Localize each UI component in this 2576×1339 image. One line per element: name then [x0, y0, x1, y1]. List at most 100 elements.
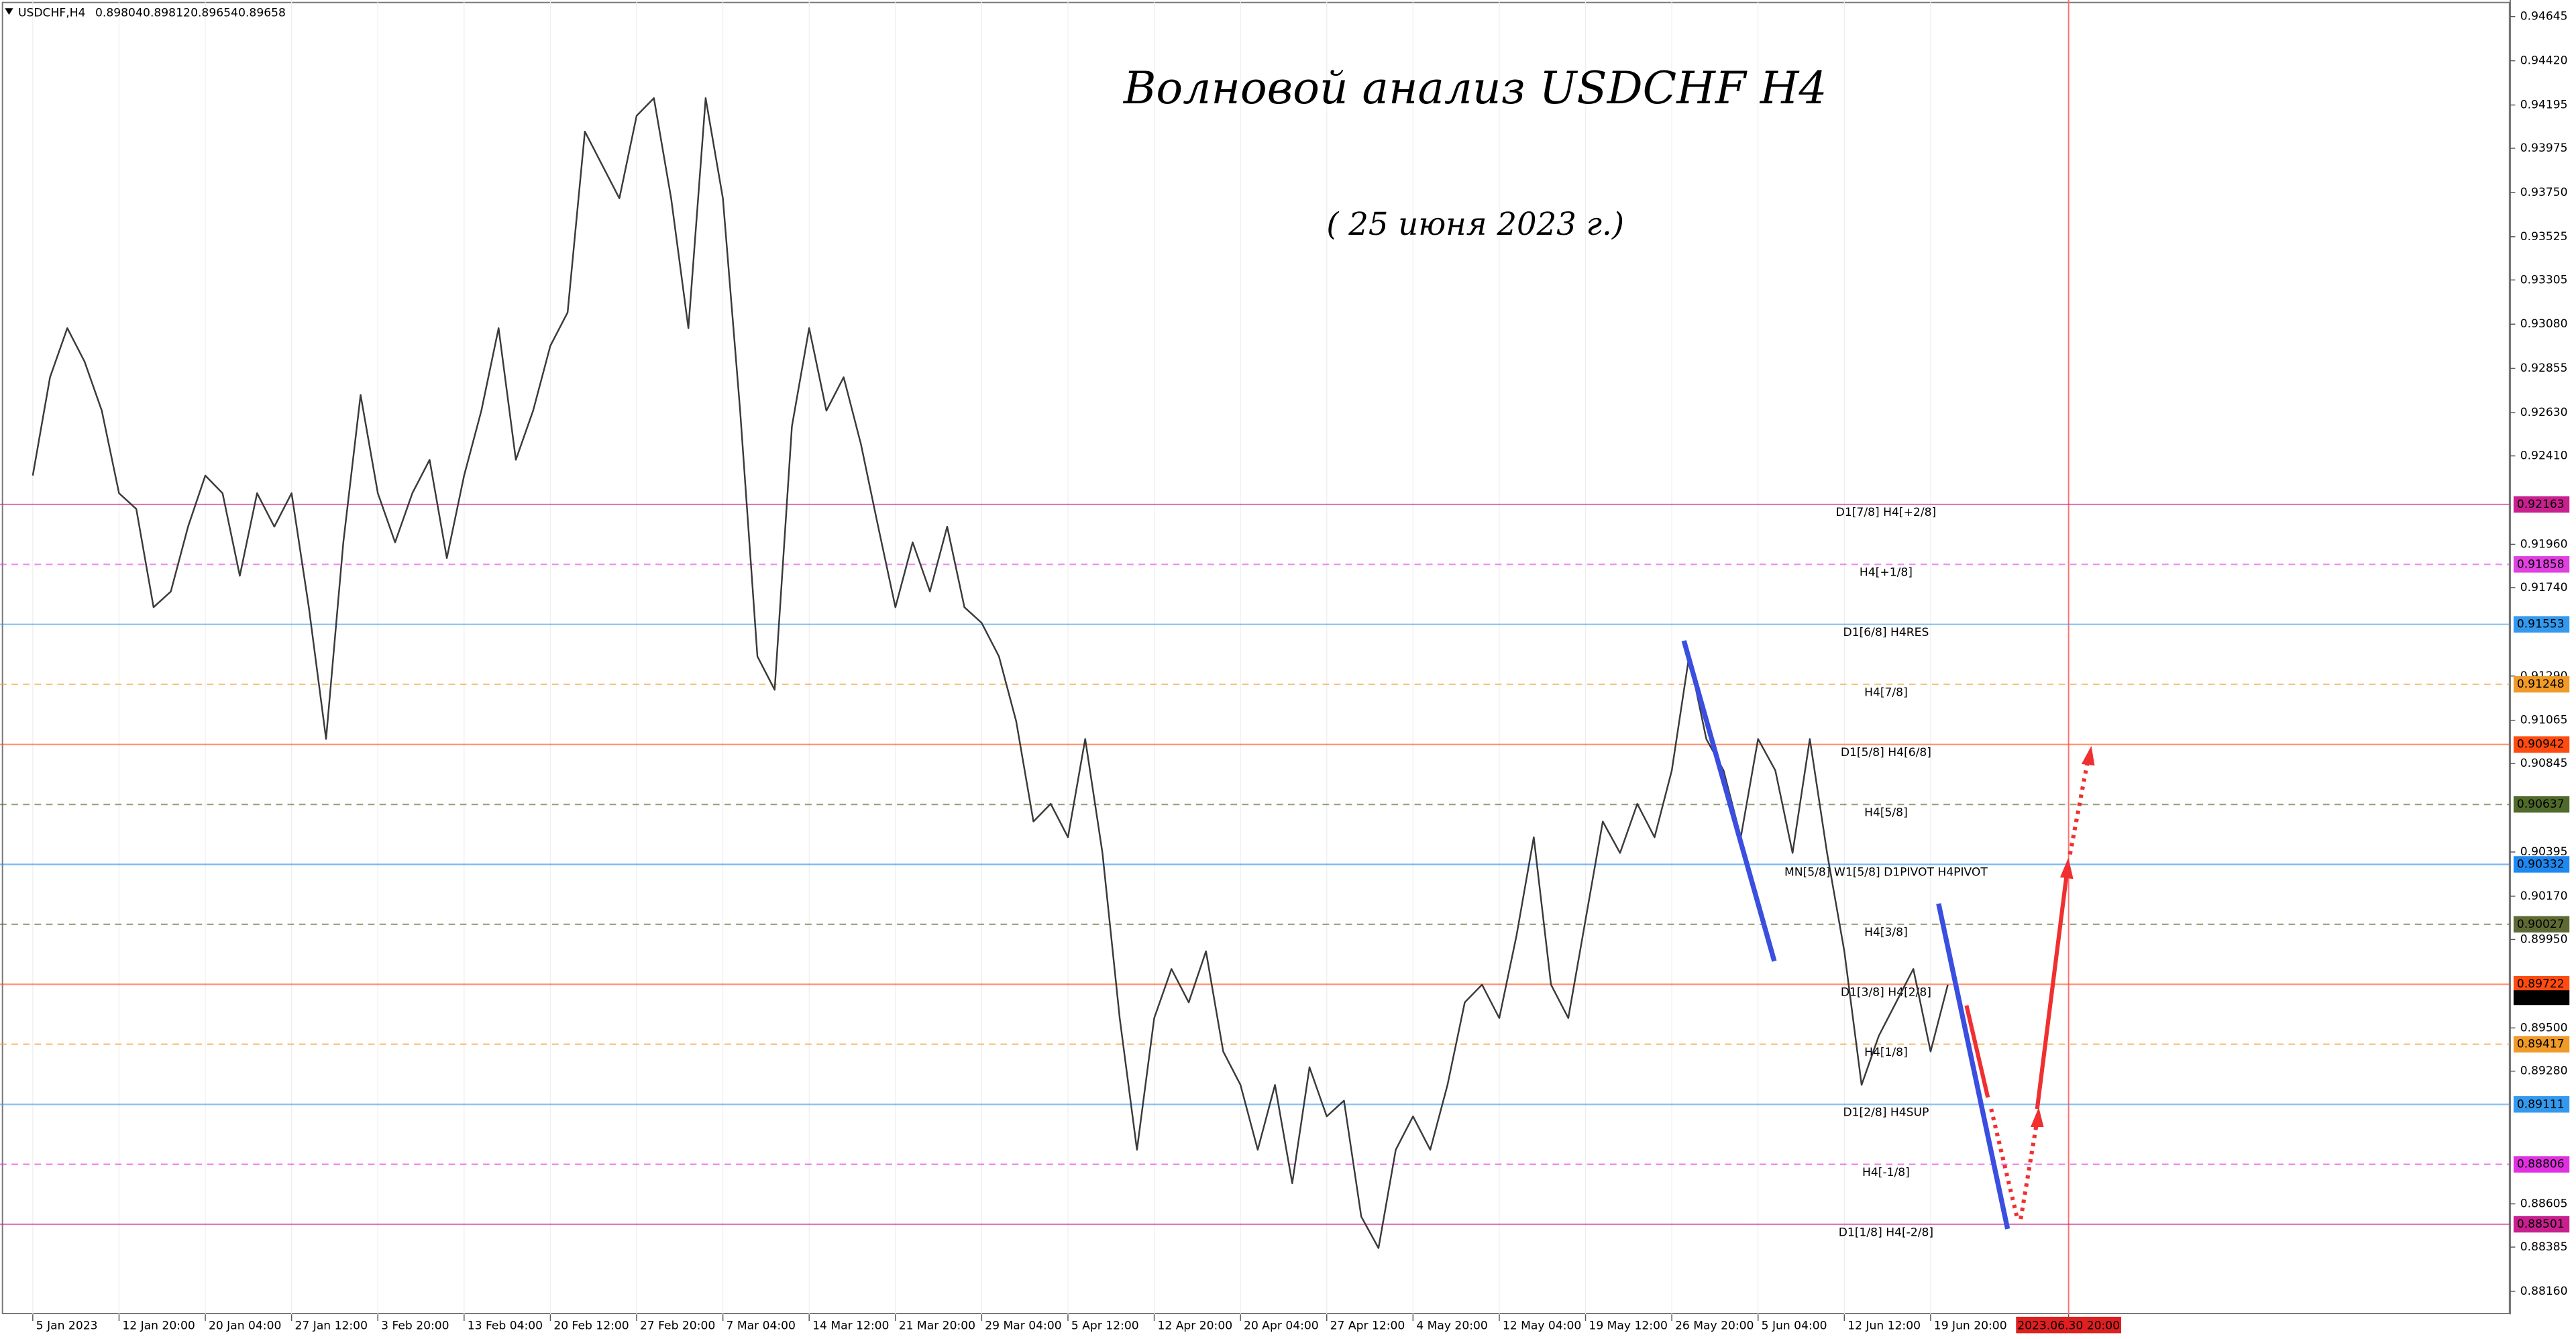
- wave-line: [1681, 640, 1777, 962]
- level-price-box: [2513, 856, 2570, 873]
- y-tick-label: 0.89280: [2520, 1065, 2568, 1078]
- plot: [32, 97, 1949, 1249]
- grid: [32, 0, 2070, 1315]
- level-price: 0.92163: [2517, 498, 2565, 511]
- level-price-box: [2513, 975, 2570, 993]
- y-tick-label: 0.94420: [2520, 54, 2568, 68]
- header-symbol: USDCHF,H4: [18, 7, 86, 20]
- x-tick-label: 19 Jun 20:00: [1934, 1319, 2007, 1332]
- level-label: H4[1/8]: [1864, 1046, 1908, 1059]
- y-axis: 0.94645 0.94420 0.94195 0.93975 0.93750 0.935…: [2510, 10, 2570, 1298]
- level-price: 0.89722: [2517, 977, 2565, 991]
- level-label: D1[5/8] H4[6/8]: [1841, 746, 1931, 759]
- x-tick-label: 27 Feb 20:00: [640, 1319, 715, 1332]
- level-price-box: [2513, 1096, 2570, 1113]
- level-label: D1[2/8] H4SUP: [1843, 1106, 1929, 1120]
- level-label: H4[7/8]: [1864, 686, 1908, 699]
- x-tick-label: 26 May 20:00: [1675, 1319, 1754, 1332]
- plot-frame: [1, 1, 2510, 1314]
- y-tick-label: 0.92630: [2520, 406, 2568, 419]
- x-tick-label: 5 Jan 2023: [36, 1319, 98, 1332]
- y-tick-label: 0.93080: [2520, 317, 2568, 331]
- x-tick-label: 12 May 04:00: [1503, 1319, 1581, 1332]
- x-tick-label: 5 Apr 12:00: [1071, 1319, 1139, 1332]
- y-tick-label: 0.91960: [2520, 537, 2568, 551]
- level-price: 0.90637: [2517, 798, 2565, 811]
- level-label: MN[5/8] W1[5/8] D1PIVOT H4PIVOT: [1784, 866, 1988, 879]
- chart-subtitle: ( 25 июня 2023 г.): [1326, 206, 1624, 242]
- level-label: D1[7/8] H4[+2/8]: [1836, 506, 1937, 519]
- current-price: 0.89658: [2517, 991, 2565, 1004]
- y-tick-label: 0.92855: [2520, 362, 2568, 375]
- y-tick-label: 0.88385: [2520, 1240, 2568, 1254]
- level-price: 0.89417: [2517, 1038, 2565, 1051]
- wave-line: [1936, 903, 2010, 1230]
- chart-title: Волновой анализ USDCHF H4: [1123, 62, 1827, 114]
- arrow-head: [2060, 857, 2074, 879]
- y-tick-label: 0.93525: [2520, 230, 2568, 244]
- level-price: 0.91553: [2517, 618, 2565, 631]
- current-price-box: [2513, 990, 2570, 1006]
- level-price-box: [2513, 736, 2570, 753]
- y-tick-label: 0.93975: [2520, 142, 2568, 155]
- level-price-box: [2513, 796, 2570, 813]
- x-tick-label: 3 Feb 20:00: [381, 1319, 449, 1332]
- x-tick-label: 19 May 12:00: [1589, 1319, 1667, 1332]
- arrow-head: [2030, 1107, 2044, 1128]
- y-tick-label: 0.89950: [2520, 932, 2568, 946]
- level-price: 0.90027: [2517, 918, 2565, 931]
- level-price-box: [2513, 1036, 2570, 1053]
- x-tick-label: 20 Feb 12:00: [553, 1319, 629, 1332]
- x-tick-label: 7 Mar 04:00: [727, 1319, 796, 1332]
- level-price: 0.88501: [2517, 1218, 2565, 1231]
- y-tick-label: 0.93750: [2520, 186, 2568, 199]
- x-tick-label: 29 Mar 04:00: [985, 1319, 1061, 1332]
- x-tick-label: 4 May 20:00: [1416, 1319, 1488, 1332]
- level-label: H4[3/8]: [1864, 926, 1908, 939]
- y-tick-label: 0.88160: [2520, 1285, 2568, 1298]
- y-tick-label: 0.92410: [2520, 449, 2568, 463]
- level-price: 0.90942: [2517, 738, 2565, 751]
- y-tick-label: 0.91065: [2520, 714, 2568, 727]
- price-line: [32, 97, 1949, 1249]
- y-tick-label: 0.93305: [2520, 273, 2568, 286]
- x-tick-label: 14 Mar 12:00: [812, 1319, 889, 1332]
- wave-annotations: [1681, 640, 2095, 1230]
- level-label: H4[+1/8]: [1860, 566, 1913, 580]
- level-price-box: [2513, 556, 2570, 573]
- forecast-arrow: [1964, 1005, 1990, 1098]
- level-label: D1[1/8] H4[-2/8]: [1839, 1226, 1933, 1239]
- level-label: D1[3/8] H4[2/8]: [1841, 985, 1931, 999]
- header-price: 0.89654: [191, 7, 238, 20]
- forecast-arrow: [2019, 1120, 2039, 1220]
- x-tick-label: 20 Jan 04:00: [209, 1319, 281, 1332]
- level-price-box: [2513, 916, 2570, 933]
- level-price-box: [2513, 496, 2570, 513]
- header: USDCHF,H4: [5, 7, 85, 20]
- level-label: H4[5/8]: [1864, 806, 1908, 819]
- x-tick-label: 27 Apr 12:00: [1330, 1319, 1405, 1332]
- price-axis-bg: [2510, 0, 2576, 1339]
- level-price-box: [2513, 1216, 2570, 1233]
- level-price: 0.90332: [2517, 857, 2565, 871]
- header-price: 0.89804: [95, 7, 143, 20]
- x-tick-label: 21 Mar 20:00: [899, 1319, 975, 1332]
- y-tick-label: 0.90395: [2520, 845, 2568, 859]
- level-label: H4[-1/8]: [1862, 1166, 1910, 1179]
- level-price-box: [2513, 1156, 2570, 1173]
- x-tick-label: 13 Feb 04:00: [468, 1319, 543, 1332]
- y-tick-label: 0.94195: [2520, 99, 2568, 112]
- x-tick-label: 2023.06.30 20:00: [2017, 1319, 2120, 1332]
- forecast-arrow: [1989, 1108, 2020, 1220]
- level-price-box: [2513, 616, 2570, 633]
- level-label: D1[6/8] H4RES: [1843, 626, 1929, 639]
- level-price-box: [2513, 676, 2570, 693]
- level-price: 0.91858: [2517, 557, 2565, 571]
- header-price: 0.89658: [238, 7, 286, 20]
- x-tick-label: 12 Jun 12:00: [1847, 1319, 1921, 1332]
- levels: D1[7/8] H4[+2/8] H4[+1/8] D1[6/8] H4RES H4[…: [0, 503, 2511, 1239]
- x-tick-label: 20 Apr 04:00: [1244, 1319, 1319, 1332]
- x-tick-label: 12 Jan 20:00: [122, 1319, 195, 1332]
